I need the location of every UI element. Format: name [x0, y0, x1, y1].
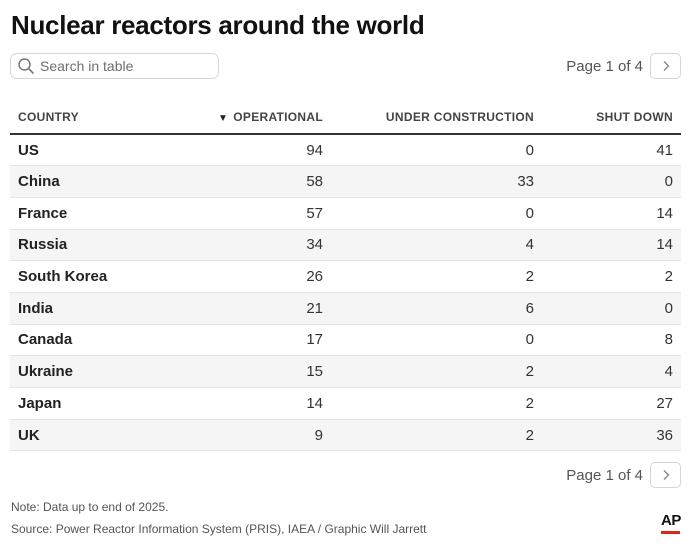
table-row: South Korea 26 2 2	[10, 260, 681, 293]
cell-shut-down: 0	[542, 165, 681, 198]
cell-operational: 34	[190, 229, 331, 262]
ap-logo: AP	[661, 512, 681, 529]
table-row: India 21 6 0	[10, 292, 681, 325]
cell-under-construction: 6	[331, 292, 542, 325]
page-indicator: Page 1 of 4	[566, 466, 643, 484]
cell-shut-down: 14	[542, 197, 681, 230]
cell-operational: 14	[190, 387, 331, 420]
cell-shut-down: 0	[542, 292, 681, 325]
table-row: US 94 0 41	[10, 134, 681, 167]
cell-under-construction: 0	[331, 134, 542, 167]
cell-shut-down: 41	[542, 134, 681, 167]
search-box[interactable]	[10, 53, 219, 79]
cell-country: Ukraine	[10, 355, 190, 388]
cell-country: Russia	[10, 229, 190, 262]
cell-operational: 9	[190, 419, 331, 452]
logo-accent-bar	[661, 531, 680, 534]
cell-operational: 94	[190, 134, 331, 167]
cell-shut-down: 14	[542, 229, 681, 262]
cell-operational: 26	[190, 260, 331, 293]
cell-country: US	[10, 134, 190, 167]
pagination-bottom: Page 1 of 4	[566, 462, 681, 488]
table-row: France 57 0 14	[10, 197, 681, 230]
column-header-label: OPERATIONAL	[233, 109, 323, 124]
next-page-button[interactable]	[650, 462, 681, 488]
cell-under-construction: 2	[331, 355, 542, 388]
table-row: UK 9 2 36	[10, 419, 681, 452]
cell-operational: 17	[190, 324, 331, 357]
cell-country: Canada	[10, 324, 190, 357]
next-page-button[interactable]	[650, 53, 681, 79]
sort-descending-icon: ▼	[218, 112, 229, 124]
search-icon	[18, 58, 34, 74]
cell-country: UK	[10, 419, 190, 452]
cell-country: Japan	[10, 387, 190, 420]
cell-country: China	[10, 165, 190, 198]
cell-under-construction: 2	[331, 419, 542, 452]
data-note: Note: Data up to end of 2025.	[11, 500, 169, 514]
cell-operational: 21	[190, 292, 331, 325]
cell-country: France	[10, 197, 190, 230]
page-title: Nuclear reactors around the world	[11, 10, 425, 40]
cell-under-construction: 2	[331, 387, 542, 420]
chevron-right-icon	[663, 61, 669, 71]
table-row: China 58 33 0	[10, 165, 681, 198]
column-header-operational[interactable]: ▼ OPERATIONAL	[190, 100, 331, 135]
cell-shut-down: 36	[542, 419, 681, 452]
cell-operational: 15	[190, 355, 331, 388]
cell-country: India	[10, 292, 190, 325]
cell-country: South Korea	[10, 260, 190, 293]
table-row: Ukraine 15 2 4	[10, 355, 681, 388]
cell-operational: 58	[190, 165, 331, 198]
table-row: Russia 34 4 14	[10, 229, 681, 262]
cell-under-construction: 33	[331, 165, 542, 198]
cell-under-construction: 2	[331, 260, 542, 293]
cell-shut-down: 27	[542, 387, 681, 420]
column-header-under-construction[interactable]: UNDER CONSTRUCTION	[331, 100, 542, 135]
chevron-right-icon	[663, 470, 669, 480]
column-header-shut-down[interactable]: SHUT DOWN	[542, 100, 681, 135]
cell-under-construction: 0	[331, 324, 542, 357]
cell-under-construction: 4	[331, 229, 542, 262]
search-input[interactable]	[40, 58, 210, 74]
cell-shut-down: 8	[542, 324, 681, 357]
reactor-table: COUNTRY ▼ OPERATIONAL UNDER CONSTRUCTION …	[10, 100, 681, 452]
cell-under-construction: 0	[331, 197, 542, 230]
cell-operational: 57	[190, 197, 331, 230]
table-header-row: COUNTRY ▼ OPERATIONAL UNDER CONSTRUCTION …	[10, 100, 681, 135]
page-indicator: Page 1 of 4	[566, 57, 643, 75]
cell-shut-down: 4	[542, 355, 681, 388]
table-row: Japan 14 2 27	[10, 387, 681, 420]
pagination-top: Page 1 of 4	[566, 53, 681, 79]
table-row: Canada 17 0 8	[10, 324, 681, 357]
column-header-country[interactable]: COUNTRY	[10, 100, 190, 135]
source-credit: Source: Power Reactor Information System…	[11, 522, 427, 536]
cell-shut-down: 2	[542, 260, 681, 293]
